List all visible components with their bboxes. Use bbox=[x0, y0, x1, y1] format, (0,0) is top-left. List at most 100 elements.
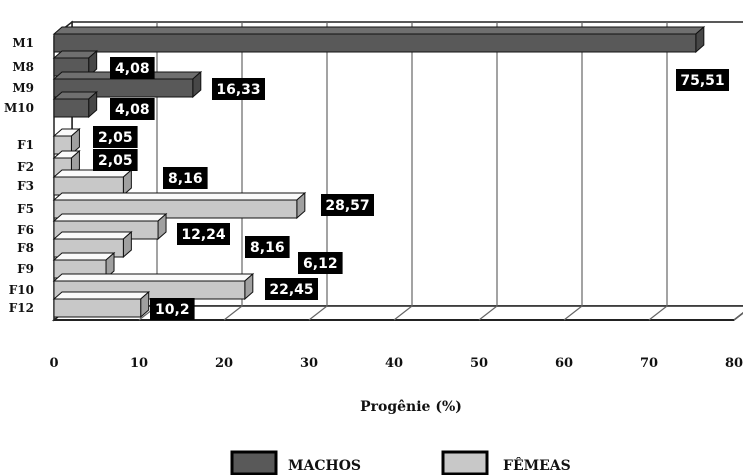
category-label-F10: F10 bbox=[9, 283, 34, 297]
data-label-text: 4,08 bbox=[115, 102, 150, 118]
category-labels: M1 M8 M9 M10 F1 F2 F3 F5 F6 F8 F9 F10 F12 bbox=[4, 36, 34, 315]
x-tick-label: 40 bbox=[385, 356, 403, 371]
gridline-floor bbox=[393, 305, 413, 321]
category-label-F2: F2 bbox=[17, 160, 34, 174]
category-label-F1: F1 bbox=[17, 138, 34, 152]
gridline-floor bbox=[563, 305, 583, 321]
data-label-box bbox=[265, 278, 318, 300]
data-label-text: 28,57 bbox=[325, 198, 369, 214]
bar-top-face bbox=[52, 192, 307, 201]
x-tick-label: 20 bbox=[215, 356, 233, 371]
data-label-M8: 4,08 bbox=[110, 57, 155, 79]
data-label-box bbox=[93, 149, 138, 171]
bar-top-face bbox=[52, 291, 151, 300]
data-label-box bbox=[110, 98, 155, 120]
gridline-floor bbox=[223, 305, 243, 321]
bar-F3 bbox=[52, 168, 133, 197]
x-tick-label: 70 bbox=[640, 356, 658, 371]
category-label-F12: F12 bbox=[9, 301, 34, 315]
x-axis-title: Progênie (%) bbox=[360, 399, 462, 415]
gridline-floor bbox=[478, 305, 498, 321]
legend-swatch bbox=[441, 450, 489, 475]
bar-top-face bbox=[52, 252, 116, 261]
x-tick-label: 80 bbox=[725, 356, 743, 371]
data-label-F12: 10,2 bbox=[150, 298, 195, 320]
gridline-floor bbox=[308, 305, 328, 321]
gridline-floor bbox=[733, 312, 743, 321]
category-label-F9: F9 bbox=[17, 262, 34, 276]
data-label-F2: 2,05 bbox=[93, 149, 138, 171]
data-label-text: 22,45 bbox=[269, 282, 313, 298]
legend-label: FÊMEAS bbox=[503, 456, 571, 474]
data-label-box bbox=[245, 236, 290, 258]
data-label-text: 6,12 bbox=[303, 256, 338, 272]
data-label-text: 8,16 bbox=[168, 171, 203, 187]
x-tick-label: 10 bbox=[130, 356, 148, 371]
data-label-text: 8,16 bbox=[250, 240, 285, 256]
legend-item-machos: MACHOS bbox=[230, 450, 361, 475]
bar-F12 bbox=[52, 290, 151, 319]
category-label-F6: F6 bbox=[17, 223, 34, 237]
data-label-F1: 2,05 bbox=[93, 126, 138, 148]
bar-top-face bbox=[52, 231, 133, 240]
category-label-M8: M8 bbox=[12, 60, 34, 74]
x-tick-label: 30 bbox=[300, 356, 318, 371]
data-label-M1: 75,51 bbox=[676, 69, 729, 91]
data-label-box bbox=[150, 298, 195, 320]
data-label-M10: 4,08 bbox=[110, 98, 155, 120]
data-label-F10: 22,45 bbox=[265, 278, 318, 300]
category-label-M10: M10 bbox=[4, 101, 34, 115]
data-label-text: 2,05 bbox=[98, 130, 133, 146]
bar-M1 bbox=[52, 25, 706, 54]
data-label-F9: 6,12 bbox=[298, 252, 343, 274]
data-label-text: 75,51 bbox=[680, 73, 724, 89]
data-label-box bbox=[212, 78, 265, 100]
legend: MACHOS FÊMEAS bbox=[230, 450, 571, 475]
data-label-M9: 16,33 bbox=[212, 78, 265, 100]
bar-top-face bbox=[52, 26, 706, 35]
bar-top-face bbox=[52, 213, 168, 222]
data-label-text: 12,24 bbox=[181, 227, 226, 243]
legend-item-femeas: FÊMEAS bbox=[441, 450, 571, 475]
data-label-box bbox=[163, 167, 208, 189]
data-label-box bbox=[321, 194, 374, 216]
bars bbox=[52, 25, 706, 319]
data-label-F6: 12,24 bbox=[177, 223, 230, 245]
bar-F10 bbox=[52, 272, 255, 301]
data-labels: 75,51 4,08 16,33 4,08 2,05 2,05 8,16 28,57 12,24… bbox=[93, 57, 729, 320]
data-label-box bbox=[298, 252, 343, 274]
data-label-text: 4,08 bbox=[115, 61, 150, 77]
legend-swatch bbox=[230, 450, 278, 475]
data-label-F3: 8,16 bbox=[163, 167, 208, 189]
x-tick-labels: 0 10 20 30 40 50 60 70 80 bbox=[49, 356, 743, 371]
gridline-floor bbox=[648, 305, 668, 321]
bar-M10 bbox=[52, 90, 99, 119]
x-tick-label: 0 bbox=[49, 356, 58, 371]
category-label-M1: M1 bbox=[12, 36, 34, 50]
data-label-box bbox=[676, 69, 729, 91]
bar-front-face bbox=[53, 98, 90, 118]
data-label-F8: 8,16 bbox=[245, 236, 290, 258]
data-label-text: 2,05 bbox=[98, 153, 133, 169]
bar-F1 bbox=[52, 127, 81, 156]
bar-top-face bbox=[52, 169, 133, 178]
bar-front-face bbox=[53, 33, 697, 53]
category-label-M9: M9 bbox=[12, 81, 34, 95]
data-label-text: 16,33 bbox=[216, 82, 260, 98]
data-label-box bbox=[93, 126, 138, 148]
data-label-text: 10,2 bbox=[155, 302, 190, 318]
bar-front-face bbox=[53, 298, 142, 318]
x-tick-label: 50 bbox=[470, 356, 488, 371]
legend-label: MACHOS bbox=[288, 458, 361, 474]
category-label-F5: F5 bbox=[17, 202, 34, 216]
bar-top-face bbox=[52, 273, 255, 282]
x-tick-label: 60 bbox=[555, 356, 573, 371]
plot-back-wall bbox=[71, 21, 743, 307]
data-label-box bbox=[177, 223, 230, 245]
data-label-box bbox=[110, 57, 155, 79]
data-label-F5: 28,57 bbox=[321, 194, 374, 216]
category-label-F8: F8 bbox=[17, 241, 34, 255]
category-label-F3: F3 bbox=[17, 179, 34, 193]
bar-front-face bbox=[53, 176, 124, 196]
